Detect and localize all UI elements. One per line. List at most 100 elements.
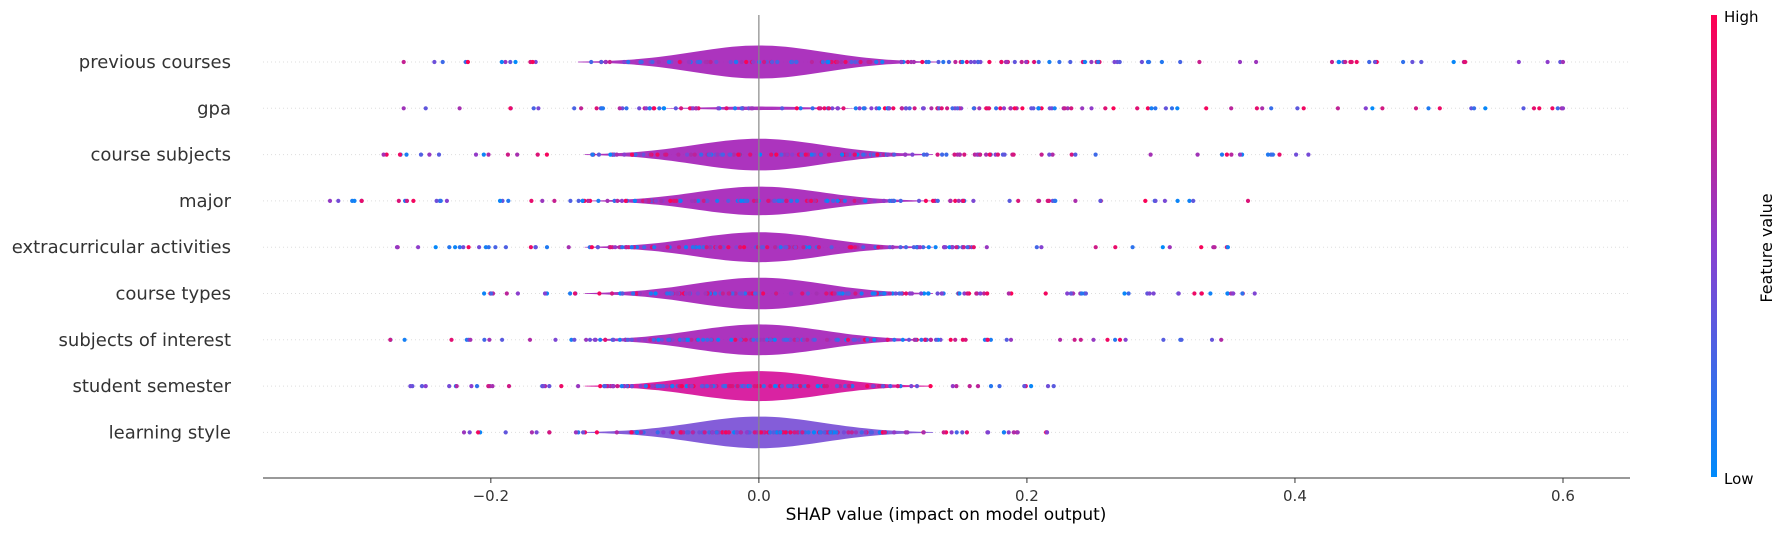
- data-point: [918, 245, 923, 250]
- data-point: [486, 384, 491, 389]
- data-point: [598, 384, 603, 389]
- data-point: [985, 291, 990, 296]
- data-point: [1093, 245, 1098, 250]
- data-point: [914, 245, 919, 250]
- data-point: [974, 291, 979, 296]
- data-point: [815, 384, 820, 389]
- data-point: [1153, 198, 1158, 203]
- data-point: [1004, 337, 1009, 342]
- data-point: [705, 337, 710, 342]
- data-point: [572, 291, 578, 296]
- data-point: [643, 337, 648, 342]
- data-point: [863, 430, 868, 435]
- data-point: [1163, 106, 1168, 111]
- data-point: [928, 384, 933, 389]
- data-point: [960, 430, 965, 435]
- data-point: [639, 59, 644, 65]
- data-point: [568, 291, 573, 296]
- data-point: [674, 198, 679, 203]
- data-point: [773, 245, 778, 250]
- data-point: [529, 430, 535, 435]
- data-point: [876, 245, 881, 250]
- data-point: [327, 198, 333, 203]
- data-point: [731, 152, 737, 157]
- data-point: [853, 291, 858, 296]
- data-point: [530, 59, 535, 65]
- data-point: [751, 59, 756, 65]
- data-point: [611, 384, 616, 389]
- data-point: [689, 198, 695, 203]
- data-point: [960, 59, 965, 65]
- data-point: [436, 152, 442, 157]
- data-point: [690, 245, 696, 250]
- data-point: [1245, 198, 1251, 203]
- data-point: [664, 152, 669, 157]
- data-point: [676, 245, 682, 250]
- data-point: [814, 291, 819, 296]
- data-point: [642, 245, 647, 250]
- data-point: [761, 384, 767, 389]
- data-point: [622, 59, 627, 65]
- data-point: [1531, 106, 1537, 111]
- data-point: [1036, 106, 1041, 111]
- data-point: [1335, 106, 1340, 111]
- data-point: [899, 291, 904, 296]
- data-point: [454, 384, 459, 389]
- colorbar-low-label: Low: [1724, 470, 1754, 488]
- data-point: [916, 198, 922, 203]
- data-point: [846, 430, 851, 435]
- data-point: [906, 337, 912, 342]
- data-point: [747, 291, 752, 296]
- data-point: [818, 430, 823, 435]
- data-point: [608, 152, 613, 157]
- data-point: [1410, 59, 1415, 65]
- data-point: [724, 106, 729, 111]
- data-point: [540, 198, 545, 203]
- data-point: [828, 430, 833, 435]
- data-point: [655, 152, 660, 157]
- data-point: [1096, 59, 1101, 65]
- data-point: [940, 152, 945, 157]
- data-point: [1047, 59, 1052, 65]
- data-point: [1046, 198, 1052, 203]
- data-point: [812, 198, 818, 203]
- data-point: [623, 198, 628, 203]
- data-point: [408, 384, 413, 389]
- data-point: [924, 152, 929, 157]
- data-point: [887, 106, 892, 111]
- x-axis-title: SHAP value (impact on model output): [786, 505, 1107, 525]
- data-point: [701, 198, 706, 203]
- data-point: [1068, 59, 1073, 65]
- data-point: [865, 337, 870, 342]
- data-point: [693, 106, 699, 111]
- data-point: [679, 106, 684, 111]
- data-point: [665, 245, 670, 250]
- data-point: [806, 430, 811, 435]
- data-point: [977, 106, 982, 111]
- data-point: [505, 152, 510, 157]
- data-point: [384, 152, 389, 157]
- data-point: [935, 198, 940, 203]
- data-point: [650, 384, 655, 389]
- data-point: [909, 59, 914, 65]
- data-point: [956, 198, 961, 203]
- data-point: [500, 337, 505, 342]
- data-point: [581, 430, 586, 435]
- data-point: [1472, 106, 1477, 111]
- data-point: [685, 152, 690, 157]
- data-point: [807, 245, 812, 250]
- data-point: [1045, 384, 1051, 389]
- data-point: [774, 430, 779, 435]
- data-point: [784, 198, 789, 203]
- data-point: [768, 430, 773, 435]
- data-point: [473, 152, 479, 157]
- data-point: [685, 337, 690, 342]
- data-point: [490, 384, 495, 389]
- data-point: [679, 384, 685, 389]
- data-point: [674, 291, 680, 296]
- data-point: [903, 245, 909, 250]
- data-point: [1306, 152, 1311, 157]
- data-point: [859, 291, 864, 296]
- data-point: [629, 384, 635, 389]
- data-point: [1199, 245, 1204, 250]
